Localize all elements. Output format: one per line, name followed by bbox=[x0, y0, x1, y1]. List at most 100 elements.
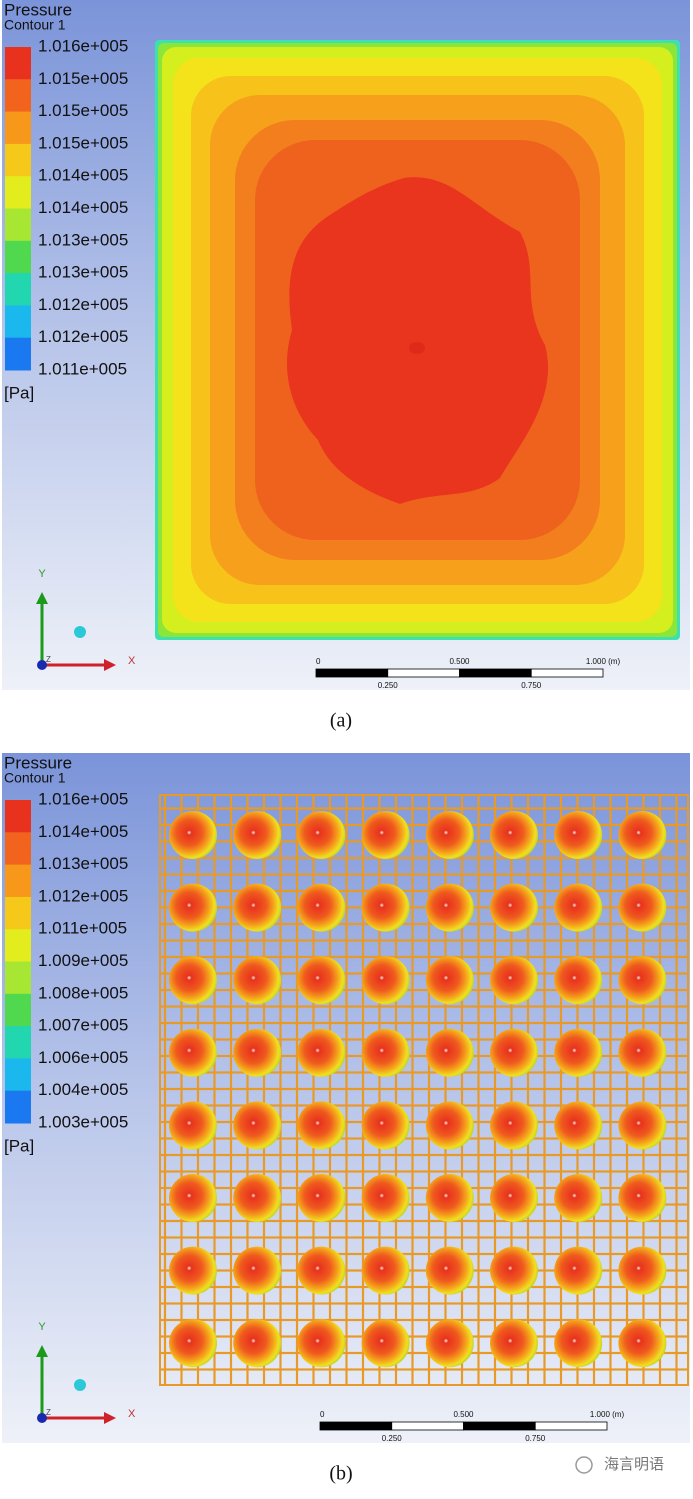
sphere bbox=[361, 811, 410, 859]
scale-bar-segment bbox=[319, 1421, 393, 1431]
legend-label: 1.013e+005 bbox=[38, 854, 128, 873]
colorbar-bin bbox=[5, 1058, 31, 1092]
legend-label: 1.007e+005 bbox=[38, 1016, 128, 1035]
sphere bbox=[361, 1246, 410, 1295]
scale-label: 0.500 bbox=[453, 1410, 474, 1419]
sphere bbox=[490, 883, 538, 932]
colorbar-bin bbox=[5, 47, 31, 80]
caption: (b) bbox=[329, 1463, 352, 1485]
caption: (a) bbox=[330, 710, 352, 732]
colorbar-bin bbox=[5, 176, 31, 209]
sphere bbox=[554, 811, 603, 859]
legend-label: 1.015e+005 bbox=[38, 69, 128, 88]
scale-label: 1.000 (m) bbox=[590, 1410, 625, 1419]
colorbar-bin bbox=[5, 143, 31, 177]
axis-x-head bbox=[104, 659, 116, 671]
legend-label: 1.012e+005 bbox=[38, 327, 128, 346]
sphere bbox=[618, 1319, 667, 1368]
colorbar-bin bbox=[5, 111, 31, 145]
sphere bbox=[425, 956, 474, 1005]
sphere bbox=[361, 883, 410, 932]
sphere bbox=[490, 1101, 538, 1150]
axis-origin bbox=[37, 1413, 47, 1423]
scale-label: 0.250 bbox=[378, 681, 399, 690]
sphere bbox=[169, 1028, 217, 1077]
sphere bbox=[169, 1174, 217, 1222]
scale-bar-segment bbox=[530, 668, 604, 678]
sphere bbox=[169, 811, 217, 859]
sphere bbox=[233, 883, 282, 932]
sphere bbox=[490, 1174, 538, 1222]
sphere bbox=[554, 956, 603, 1005]
scale-label: 0 bbox=[316, 657, 321, 666]
sphere bbox=[554, 1028, 603, 1077]
axis-y-head bbox=[36, 1345, 48, 1357]
axis-x-label: X bbox=[128, 655, 136, 667]
sphere bbox=[425, 811, 474, 859]
sphere bbox=[618, 811, 667, 859]
sphere bbox=[361, 1028, 410, 1077]
legend-label: 1.004e+005 bbox=[38, 1080, 128, 1099]
view-dot bbox=[74, 626, 86, 638]
scale-label: 0.750 bbox=[525, 1434, 546, 1443]
legend-unit: [Pa] bbox=[4, 383, 34, 402]
axis-z-label: Z bbox=[46, 1408, 51, 1417]
sphere bbox=[361, 956, 410, 1005]
scale-bar-segment bbox=[315, 668, 389, 678]
legend-label: 1.016e+005 bbox=[38, 789, 128, 808]
panel-subtitle: Contour 1 bbox=[4, 770, 66, 786]
legend-label: 1.003e+005 bbox=[38, 1112, 128, 1131]
legend-label: 1.011e+005 bbox=[38, 359, 127, 378]
colorbar-bin bbox=[5, 208, 31, 242]
colorbar-bin bbox=[5, 1090, 31, 1124]
contour-peak bbox=[409, 342, 425, 354]
contour-core bbox=[287, 177, 549, 504]
sphere bbox=[490, 1246, 538, 1295]
colorbar-bin bbox=[5, 79, 31, 113]
sphere bbox=[425, 883, 474, 932]
legend-label: 1.015e+005 bbox=[38, 101, 128, 120]
sphere bbox=[233, 1246, 282, 1295]
sphere bbox=[297, 1246, 346, 1295]
sphere bbox=[425, 1246, 474, 1295]
sphere bbox=[554, 1319, 603, 1368]
sphere bbox=[425, 1319, 474, 1368]
sphere bbox=[169, 1319, 217, 1368]
sphere bbox=[618, 1246, 667, 1295]
legend-label: 1.013e+005 bbox=[38, 263, 128, 282]
sphere bbox=[361, 1319, 410, 1368]
watermark: 海言明语 bbox=[604, 1456, 664, 1473]
legend-label: 1.012e+005 bbox=[38, 886, 128, 905]
legend-label: 1.006e+005 bbox=[38, 1048, 128, 1067]
sphere bbox=[554, 1101, 603, 1150]
scale-bar-segment bbox=[387, 668, 460, 678]
panel-title: Pressure bbox=[4, 753, 72, 772]
sphere bbox=[618, 1174, 667, 1222]
sphere bbox=[297, 1174, 346, 1222]
colorbar-bin bbox=[5, 1026, 31, 1059]
legend-label: 1.011e+005 bbox=[38, 919, 127, 938]
sphere bbox=[618, 1028, 667, 1077]
sphere bbox=[297, 1319, 346, 1368]
legend-label: 1.016e+005 bbox=[38, 36, 128, 55]
colorbar-bin bbox=[5, 896, 31, 930]
scale-label: 0.250 bbox=[382, 1434, 403, 1443]
sphere bbox=[361, 1101, 410, 1150]
sphere bbox=[490, 1319, 538, 1368]
scale-label: 1.000 (m) bbox=[586, 657, 621, 666]
legend-label: 1.009e+005 bbox=[38, 951, 128, 970]
sphere bbox=[554, 1246, 603, 1295]
scale-label: 0.500 bbox=[449, 657, 470, 666]
colorbar-bin bbox=[5, 800, 31, 833]
scale-label: 0.750 bbox=[521, 681, 542, 690]
axis-x-head bbox=[104, 1412, 116, 1424]
sphere bbox=[297, 1101, 346, 1150]
sphere bbox=[425, 1174, 474, 1222]
sphere bbox=[233, 1101, 282, 1150]
legend-unit: [Pa] bbox=[4, 1136, 34, 1155]
colorbar-bin bbox=[5, 929, 31, 962]
colorbar-bin bbox=[5, 305, 31, 339]
sphere bbox=[233, 1028, 282, 1077]
sphere bbox=[618, 883, 667, 932]
